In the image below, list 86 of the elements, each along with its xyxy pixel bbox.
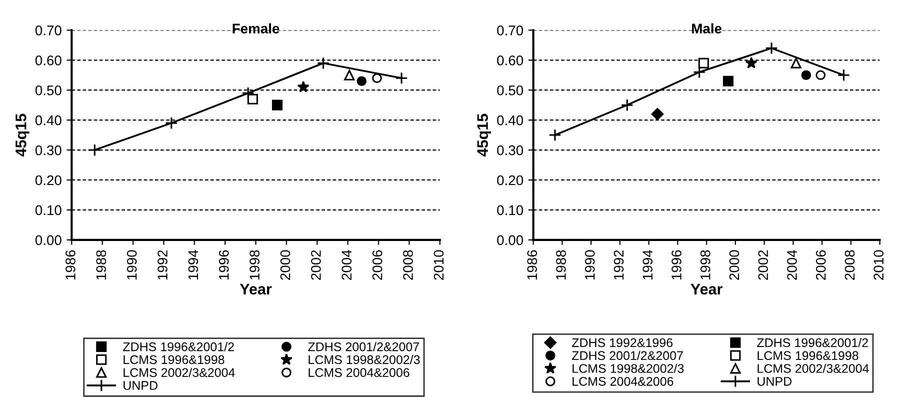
legend-label: LCMS 1998&2002/3 — [308, 354, 420, 364]
y-tick-label: 0.40 — [497, 115, 524, 126]
point — [165, 116, 178, 130]
point — [297, 80, 310, 92]
legend-label: LCMS 2002/3&2004 — [124, 368, 235, 378]
x-tick-label: 2008 — [844, 250, 855, 280]
x-tick-label: 1986 — [66, 250, 76, 280]
y-tick-label: 0.20 — [35, 175, 62, 186]
x-tick-label: 1992 — [158, 250, 168, 280]
x-tick-label: 2010 — [434, 250, 444, 280]
x-tick-label: 1996 — [672, 250, 682, 280]
x-tick-label: 1990 — [584, 250, 595, 280]
point — [548, 128, 562, 142]
legend-label: UNPD — [124, 381, 158, 390]
legend-label: ZDHS 1996&2001/2 — [757, 338, 868, 348]
y-tick-label: 0.70 — [35, 26, 62, 36]
point — [272, 100, 283, 110]
legend-label: LCMS 2004&2006 — [572, 376, 674, 386]
point — [651, 108, 664, 120]
legend-label: ZDHS 2001/2&2007 — [572, 350, 683, 360]
legend-label: LCMS 2004&2006 — [308, 368, 410, 378]
x-tick-label: 1992 — [614, 250, 624, 280]
y-tick-label: 0.70 — [497, 26, 524, 36]
y-tick-label: 0.50 — [497, 85, 524, 96]
y-tick-label: 0.00 — [497, 235, 524, 246]
point — [693, 66, 706, 78]
y-tick-label: 0.30 — [497, 145, 524, 156]
y-tick-label: 0.00 — [35, 235, 62, 246]
x-axis-title: Year — [240, 284, 272, 295]
x-tick-label: 1998 — [250, 250, 260, 280]
x-tick-label: 2006 — [816, 250, 826, 280]
legend-label: UNPD — [758, 377, 792, 386]
point — [698, 58, 709, 68]
point — [316, 56, 330, 70]
point — [745, 56, 758, 68]
legend-label: ZDHS 2001/2&2007 — [308, 342, 419, 352]
y-tick-label: 0.50 — [35, 85, 62, 96]
y-tick-label: 0.40 — [35, 115, 62, 126]
legend-label: LCMS 2002/3&2004 — [758, 364, 869, 373]
chart-title: Female — [232, 23, 280, 34]
point — [837, 68, 850, 82]
x-tick-label: 2002 — [758, 250, 768, 280]
legend-label: ZDHS 1992&1996 — [572, 338, 673, 348]
point — [372, 73, 382, 84]
point — [247, 94, 258, 104]
point — [801, 70, 812, 80]
x-axis-title: Year — [690, 284, 722, 295]
x-tick-label: 2000 — [280, 250, 290, 280]
point — [88, 144, 101, 156]
x-tick-label: 2004 — [342, 250, 352, 280]
y-tick-label: 0.60 — [497, 55, 524, 66]
legend-label: LCMS 1996&1998 — [124, 355, 224, 364]
legend-label: LCMS 1996&1998 — [758, 351, 858, 360]
x-tick-label: 1994 — [188, 250, 198, 280]
legend-label: LCMS 1998&2002/3 — [572, 364, 684, 373]
x-tick-label: 1988 — [96, 250, 106, 280]
x-tick-label: 2008 — [403, 250, 413, 280]
x-tick-label: 2006 — [372, 250, 382, 280]
chart-title: Male — [692, 23, 722, 34]
x-tick-label: 2010 — [874, 250, 884, 280]
x-tick-label: 1994 — [642, 250, 653, 280]
x-tick-label: 1986 — [527, 250, 538, 280]
y-tick-label: 0.10 — [497, 205, 524, 216]
x-tick-label: 2002 — [311, 250, 321, 280]
y-tick-label: 0.30 — [35, 145, 62, 156]
point — [790, 58, 802, 68]
point — [242, 86, 254, 100]
point — [395, 72, 408, 84]
point — [344, 70, 355, 80]
x-tick-label: 1996 — [218, 250, 229, 280]
y-tick-label: 0.10 — [35, 205, 62, 216]
y-axis-title: 45q15 — [477, 114, 492, 156]
point — [722, 76, 734, 86]
y-tick-label: 0.20 — [497, 175, 524, 186]
y-axis-title: 45q15 — [16, 114, 30, 156]
y-tick-label: 0.60 — [35, 55, 62, 66]
point — [356, 76, 367, 86]
point — [816, 70, 826, 80]
x-tick-label: 2004 — [787, 250, 797, 280]
x-tick-label: 1998 — [700, 250, 710, 280]
x-tick-label: 2000 — [729, 250, 740, 280]
x-tick-label: 1990 — [126, 250, 137, 280]
point — [765, 42, 778, 54]
x-tick-label: 1988 — [556, 250, 566, 280]
point — [620, 98, 634, 112]
legend-label: ZDHS 1996&2001/2 — [123, 342, 234, 352]
